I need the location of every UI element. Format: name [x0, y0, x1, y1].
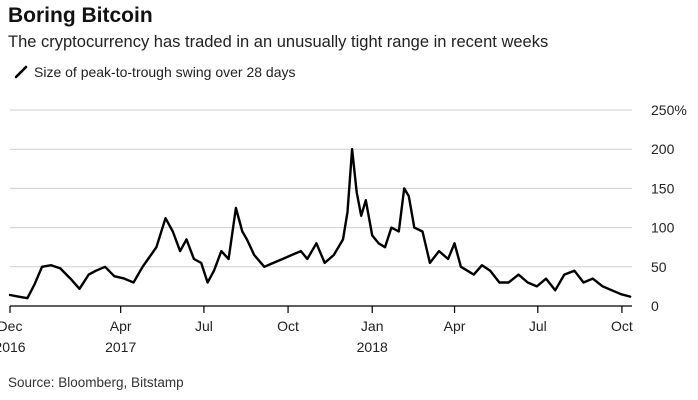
x-tick-year-4: 2018 — [357, 339, 388, 355]
series-line-0 — [8, 147, 632, 300]
chart-title: Boring Bitcoin — [8, 4, 153, 27]
x-axis-ticks: Dec 2016 Apr 2017 Jul Oct Jan 2018 Apr Jul Oct — [0, 306, 633, 355]
x-tick-label-7: Oct — [611, 318, 633, 334]
x-tick-label-3: Oct — [277, 318, 299, 334]
y-tick-label-50: 50 — [651, 259, 667, 275]
x-tick-label-1: Apr — [110, 318, 132, 334]
y-tick-label-150: 150 — [651, 180, 675, 196]
series-group — [8, 147, 632, 300]
chart-subtitle: The cryptocurrency has traded in an unus… — [8, 33, 549, 51]
legend-label: Size of peak-to-trough swing over 28 day… — [34, 64, 296, 80]
x-tick-label-6: Jul — [529, 318, 547, 334]
y-tick-label-200: 200 — [651, 141, 675, 157]
x-tick-label-0: Dec — [0, 318, 22, 334]
x-tick-label-2: Jul — [195, 318, 213, 334]
source-note: Source: Bloomberg, Bitstamp — [8, 375, 184, 390]
line-swatch-icon — [14, 65, 28, 79]
x-tick-label-4: Jan — [361, 318, 384, 334]
grid-lines — [10, 109, 632, 307]
x-tick-year-1: 2017 — [105, 339, 136, 355]
y-axis-tick-labels: 250% 200 150 100 50 0 — [651, 102, 687, 314]
y-tick-label-0: 0 — [651, 298, 659, 314]
x-tick-label-5: Apr — [444, 318, 466, 334]
chart-legend: Size of peak-to-trough swing over 28 day… — [14, 64, 295, 80]
x-tick-year-0: 2016 — [0, 339, 26, 355]
y-tick-label-100: 100 — [651, 220, 675, 236]
y-tick-label-250: 250% — [651, 102, 687, 118]
